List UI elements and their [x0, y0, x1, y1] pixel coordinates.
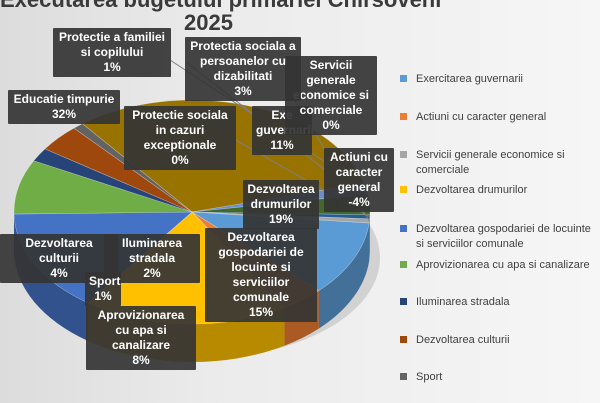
- legend-swatch: [400, 113, 407, 120]
- label-protectie-sociala-cazuri: Protectie sociala in cazuri exceptionale…: [124, 106, 236, 170]
- legend-swatch: [400, 336, 407, 343]
- legend-swatch: [400, 151, 407, 158]
- label-actiuni-caracter-general: Actiuni cu caracter general -4%: [324, 148, 394, 212]
- legend-swatch: [400, 225, 407, 232]
- label-dezvoltarea-drumurilor: Dezvoltarea drumurilor 19%: [243, 180, 319, 229]
- label-gospodaria-locuinte: Dezvoltarea gospodariei de locuinte si s…: [205, 228, 317, 322]
- pie-slice: [33, 148, 193, 213]
- chart-title: Executarea bugetului primariei Chirsoven…: [0, 0, 441, 13]
- label-sport: Sport 1%: [85, 272, 121, 306]
- legend-swatch: [400, 261, 407, 268]
- legend-swatch: [400, 298, 407, 305]
- chart-title-year: 2025: [184, 10, 233, 35]
- legend-swatch: [400, 75, 407, 82]
- label-aprovizionarea-apa: Aprovizionarea cu apa si canalizare 8%: [86, 306, 196, 370]
- pie-slice: [13, 160, 193, 215]
- pie-slice-side: [14, 214, 88, 341]
- pie-slice: [44, 127, 193, 213]
- pie-slice-side: [369, 218, 370, 262]
- legend-swatch: [400, 373, 407, 380]
- label-educatie-timpurie: Educatie timpurie 32%: [8, 90, 120, 124]
- label-protectia-dizabilitati: Protectia sociala a persoanelor cu dizab…: [185, 37, 301, 101]
- legend-swatch: [400, 186, 407, 193]
- label-protectie-familiei: Protectie a familiei si copilului 1%: [53, 28, 171, 77]
- pie-slice-side: [318, 223, 370, 329]
